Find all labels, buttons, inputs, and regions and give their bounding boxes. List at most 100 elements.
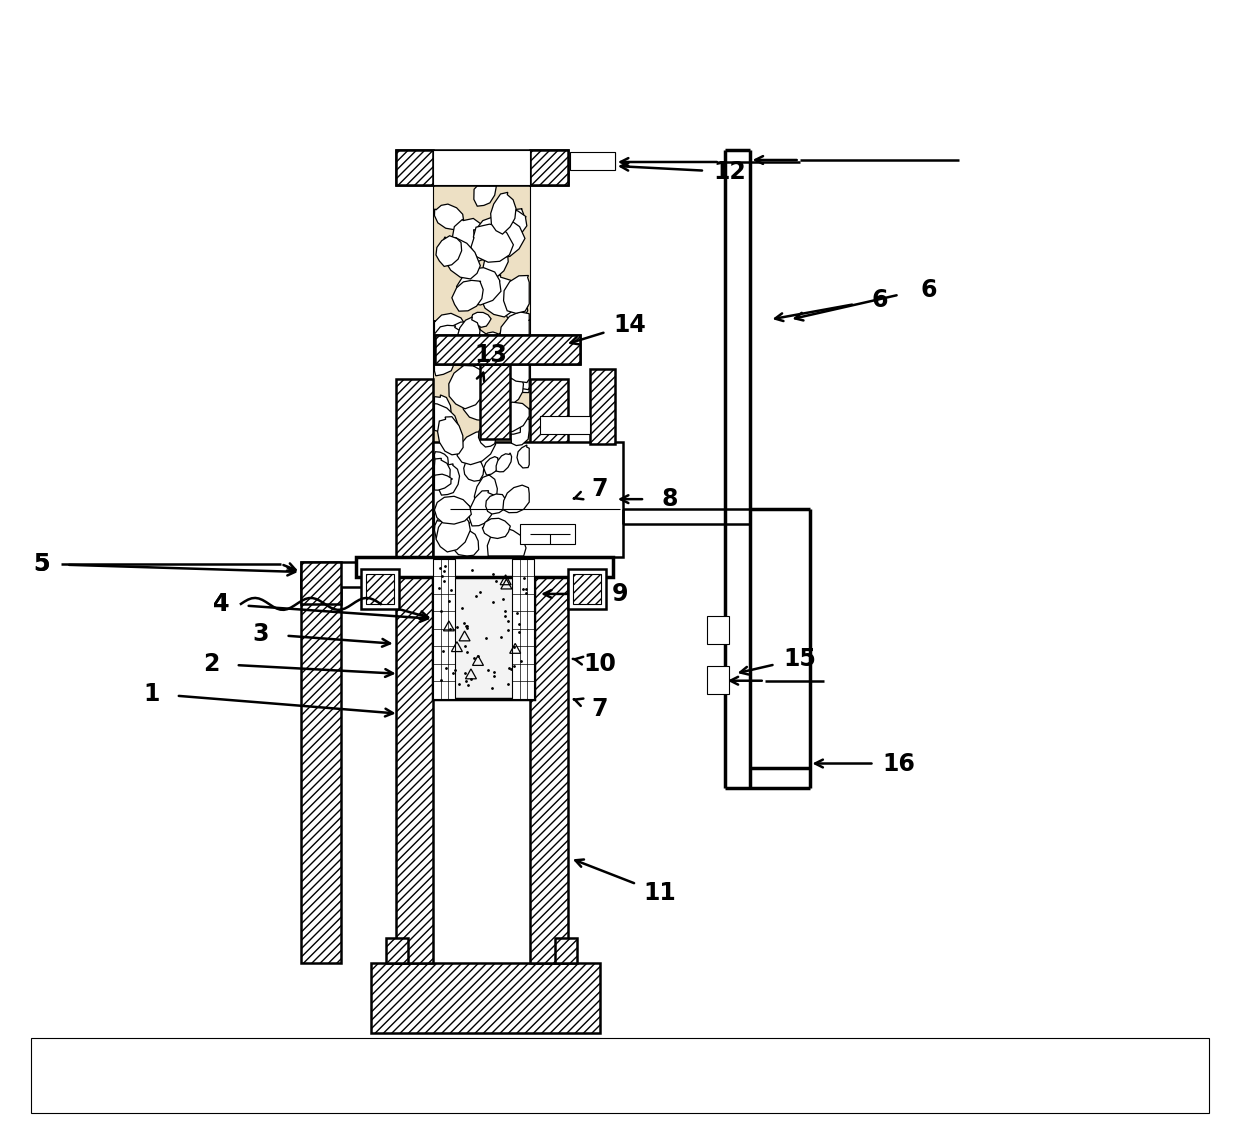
Polygon shape	[500, 377, 523, 406]
Polygon shape	[460, 366, 491, 397]
Polygon shape	[434, 519, 453, 546]
Text: 7: 7	[591, 697, 609, 720]
Polygon shape	[438, 464, 460, 496]
Text: 5: 5	[33, 552, 50, 576]
Polygon shape	[500, 312, 529, 351]
Bar	[434, 150, 531, 185]
Text: 2: 2	[203, 651, 219, 676]
Polygon shape	[501, 351, 529, 383]
Text: 4: 4	[213, 592, 229, 616]
Polygon shape	[503, 370, 516, 391]
Bar	[31, 1038, 1209, 1113]
Bar	[434, 150, 531, 185]
Bar	[512, 559, 534, 699]
Polygon shape	[467, 355, 496, 384]
Polygon shape	[434, 404, 458, 432]
Polygon shape	[436, 513, 470, 552]
Polygon shape	[490, 349, 528, 380]
Bar	[531, 379, 568, 963]
Polygon shape	[464, 458, 484, 481]
Text: 1: 1	[143, 682, 160, 706]
Bar	[386, 938, 408, 963]
Polygon shape	[458, 331, 496, 370]
Polygon shape	[487, 368, 513, 388]
Polygon shape	[458, 431, 496, 465]
Bar	[396, 150, 434, 185]
Polygon shape	[470, 491, 495, 526]
Text: 7: 7	[591, 478, 609, 501]
Bar	[531, 150, 568, 185]
Text: 5: 5	[33, 552, 50, 576]
Polygon shape	[503, 485, 529, 513]
Polygon shape	[508, 361, 529, 393]
Polygon shape	[434, 505, 455, 531]
Text: 3: 3	[253, 622, 269, 646]
Text: 9: 9	[611, 581, 629, 606]
Polygon shape	[434, 497, 471, 524]
Polygon shape	[481, 274, 518, 317]
Text: 10: 10	[584, 651, 616, 676]
Polygon shape	[441, 237, 480, 279]
Polygon shape	[434, 452, 449, 464]
Polygon shape	[479, 422, 496, 447]
Bar	[480, 365, 511, 439]
Bar	[434, 443, 622, 557]
Polygon shape	[448, 322, 481, 348]
Bar	[434, 559, 455, 699]
Polygon shape	[487, 332, 529, 369]
Polygon shape	[512, 368, 529, 390]
Polygon shape	[517, 445, 529, 467]
Text: 6: 6	[921, 278, 937, 301]
Bar	[396, 379, 434, 963]
Polygon shape	[471, 313, 491, 327]
Polygon shape	[491, 192, 516, 234]
Polygon shape	[434, 458, 450, 489]
Polygon shape	[449, 366, 486, 409]
Polygon shape	[475, 475, 497, 515]
Text: 15: 15	[784, 647, 816, 671]
Polygon shape	[484, 247, 508, 278]
Bar	[435, 334, 580, 365]
Polygon shape	[467, 228, 510, 261]
Bar	[434, 150, 531, 185]
Polygon shape	[505, 209, 525, 230]
Polygon shape	[458, 502, 472, 525]
Text: 12: 12	[713, 160, 746, 184]
Bar	[301, 574, 341, 963]
Text: 13: 13	[474, 342, 507, 367]
Bar	[301, 562, 401, 587]
Polygon shape	[456, 268, 501, 305]
Text: 6: 6	[872, 288, 888, 312]
Bar	[556, 938, 577, 963]
Polygon shape	[434, 395, 451, 427]
Bar	[707, 666, 729, 693]
Polygon shape	[434, 474, 453, 490]
Polygon shape	[486, 495, 508, 514]
Polygon shape	[482, 518, 511, 539]
Polygon shape	[474, 186, 496, 207]
Polygon shape	[463, 229, 503, 261]
Polygon shape	[484, 240, 500, 254]
Bar	[396, 150, 568, 185]
Polygon shape	[503, 275, 529, 314]
Polygon shape	[496, 453, 512, 472]
Bar	[435, 334, 580, 365]
Polygon shape	[511, 418, 529, 446]
Polygon shape	[458, 317, 480, 358]
Bar	[707, 616, 729, 644]
Bar	[541, 417, 590, 435]
Polygon shape	[480, 332, 498, 350]
Bar	[521, 524, 575, 544]
Bar	[573, 574, 601, 604]
Polygon shape	[491, 209, 527, 239]
Polygon shape	[474, 237, 489, 259]
Bar	[434, 185, 531, 557]
Bar	[434, 559, 534, 699]
Bar	[590, 369, 615, 445]
Bar	[570, 152, 615, 170]
Polygon shape	[436, 236, 461, 266]
Text: 11: 11	[644, 882, 676, 905]
Polygon shape	[482, 365, 498, 388]
Polygon shape	[438, 417, 463, 455]
Bar	[366, 574, 393, 604]
